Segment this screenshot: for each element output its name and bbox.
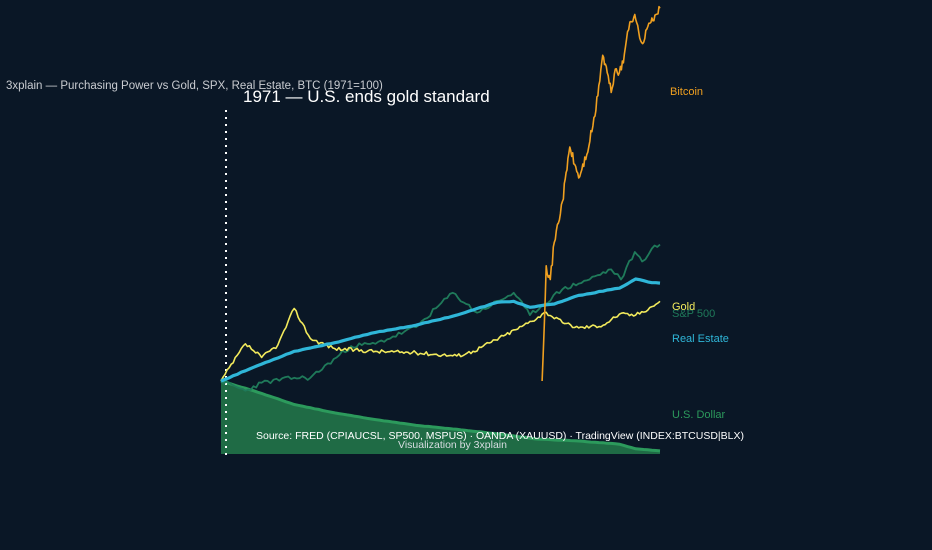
- credit-note: Visualization by 3xplain: [398, 439, 507, 451]
- us-dollar-line: [220, 379, 661, 453]
- bitcoin-line: [541, 5, 661, 382]
- gold-line: [220, 300, 661, 382]
- us-dollar-area: [221, 381, 660, 454]
- real-estate-line: [220, 277, 661, 383]
- label-bitcoin: Bitcoin: [670, 86, 704, 98]
- sp500-line: [220, 243, 661, 392]
- gold-standard-annotation: 1971 — U.S. ends gold standard: [243, 87, 490, 106]
- label-us-dollar: U.S. Dollar: [672, 409, 726, 421]
- label-real-estate: Real Estate: [672, 333, 729, 345]
- label-gold: Gold: [672, 301, 696, 313]
- label-sp500: S&P 500: [672, 308, 716, 320]
- source-note: Source: FRED (CPIAUCSL, SP500, MSPUS) · …: [256, 430, 744, 442]
- chart-title: 3xplain — Purchasing Power vs Gold, SPX,…: [6, 80, 383, 92]
